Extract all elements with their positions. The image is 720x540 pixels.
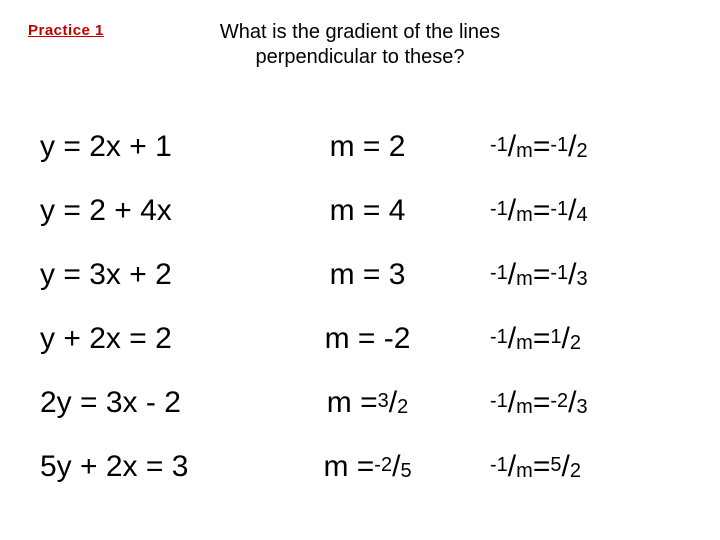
equation-row: y + 2x = 2	[40, 307, 172, 371]
reciprocal-row: -1/m= 5/2	[490, 435, 581, 499]
equation-row: 5y + 2x = 3	[40, 435, 188, 499]
gradient-row: m = -2/5	[323, 435, 411, 499]
neg-one-sup: -1	[490, 262, 508, 285]
m-sub: m	[516, 396, 533, 419]
recip-numerator: 5	[550, 454, 561, 477]
gradient-row: m = 2	[330, 115, 406, 179]
gradient-denominator: 5	[400, 460, 411, 483]
m-sub: m	[516, 268, 533, 291]
gradient-row: m = 3/2	[327, 371, 408, 435]
reciprocal-row: -1/m= -1/2	[490, 115, 588, 179]
question-line-2: perpendicular to these?	[255, 46, 464, 68]
m-sub: m	[516, 204, 533, 227]
recip-numerator: -1	[550, 262, 568, 285]
gradient-numerator: 3	[378, 390, 389, 413]
recip-numerator: -1	[550, 198, 568, 221]
equation-row: y = 3x + 2	[40, 243, 172, 307]
equation-row: 2y = 3x - 2	[40, 371, 181, 435]
recip-numerator: -2	[550, 390, 568, 413]
gradient-row: m = 3	[330, 243, 406, 307]
neg-one-sup: -1	[490, 198, 508, 221]
neg-one-sup: -1	[490, 390, 508, 413]
recip-numerator: -1	[550, 134, 568, 157]
reciprocal-row: -1/m= -2/3	[490, 371, 588, 435]
question-text: What is the gradient of the lines perpen…	[180, 20, 540, 70]
equation-row: y = 2x + 1	[40, 115, 172, 179]
reciprocal-row: -1/m= 1/2	[490, 307, 581, 371]
practice-title: Practice 1	[28, 22, 104, 39]
gradient-row: m = -2	[325, 307, 411, 371]
recip-denominator: 4	[576, 204, 587, 227]
reciprocal-row: -1/m= -1/3	[490, 243, 588, 307]
equation-row: y = 2 + 4x	[40, 179, 172, 243]
recip-denominator: 2	[570, 332, 581, 355]
m-sub: m	[516, 332, 533, 355]
question-line-1: What is the gradient of the lines	[220, 21, 500, 43]
equations-column: y = 2x + 1 y = 2 + 4x y = 3x + 2 y + 2x …	[30, 115, 265, 499]
reciprocal-row: -1/m= -1/4	[490, 179, 588, 243]
gradient-column: m = 2 m = 4 m = 3 m = -2 m = 3/2 m = -2/…	[265, 115, 470, 499]
neg-one-sup: -1	[490, 454, 508, 477]
gradient-row: m = 4	[330, 179, 406, 243]
gradient-denominator: 2	[397, 396, 408, 419]
neg-one-sup: -1	[490, 326, 508, 349]
m-sub: m	[516, 140, 533, 163]
gradient-numerator: -2	[374, 454, 392, 477]
recip-denominator: 3	[576, 268, 587, 291]
recip-denominator: 2	[576, 140, 587, 163]
recip-numerator: 1	[550, 326, 561, 349]
content-columns: y = 2x + 1 y = 2 + 4x y = 3x + 2 y + 2x …	[30, 115, 690, 499]
m-sub: m	[516, 460, 533, 483]
recip-denominator: 3	[576, 396, 587, 419]
reciprocal-column: -1/m= -1/2 -1/m= -1/4 -1/m= -1/3 -1/m= 1…	[470, 115, 690, 499]
recip-denominator: 2	[570, 460, 581, 483]
neg-one-sup: -1	[490, 134, 508, 157]
